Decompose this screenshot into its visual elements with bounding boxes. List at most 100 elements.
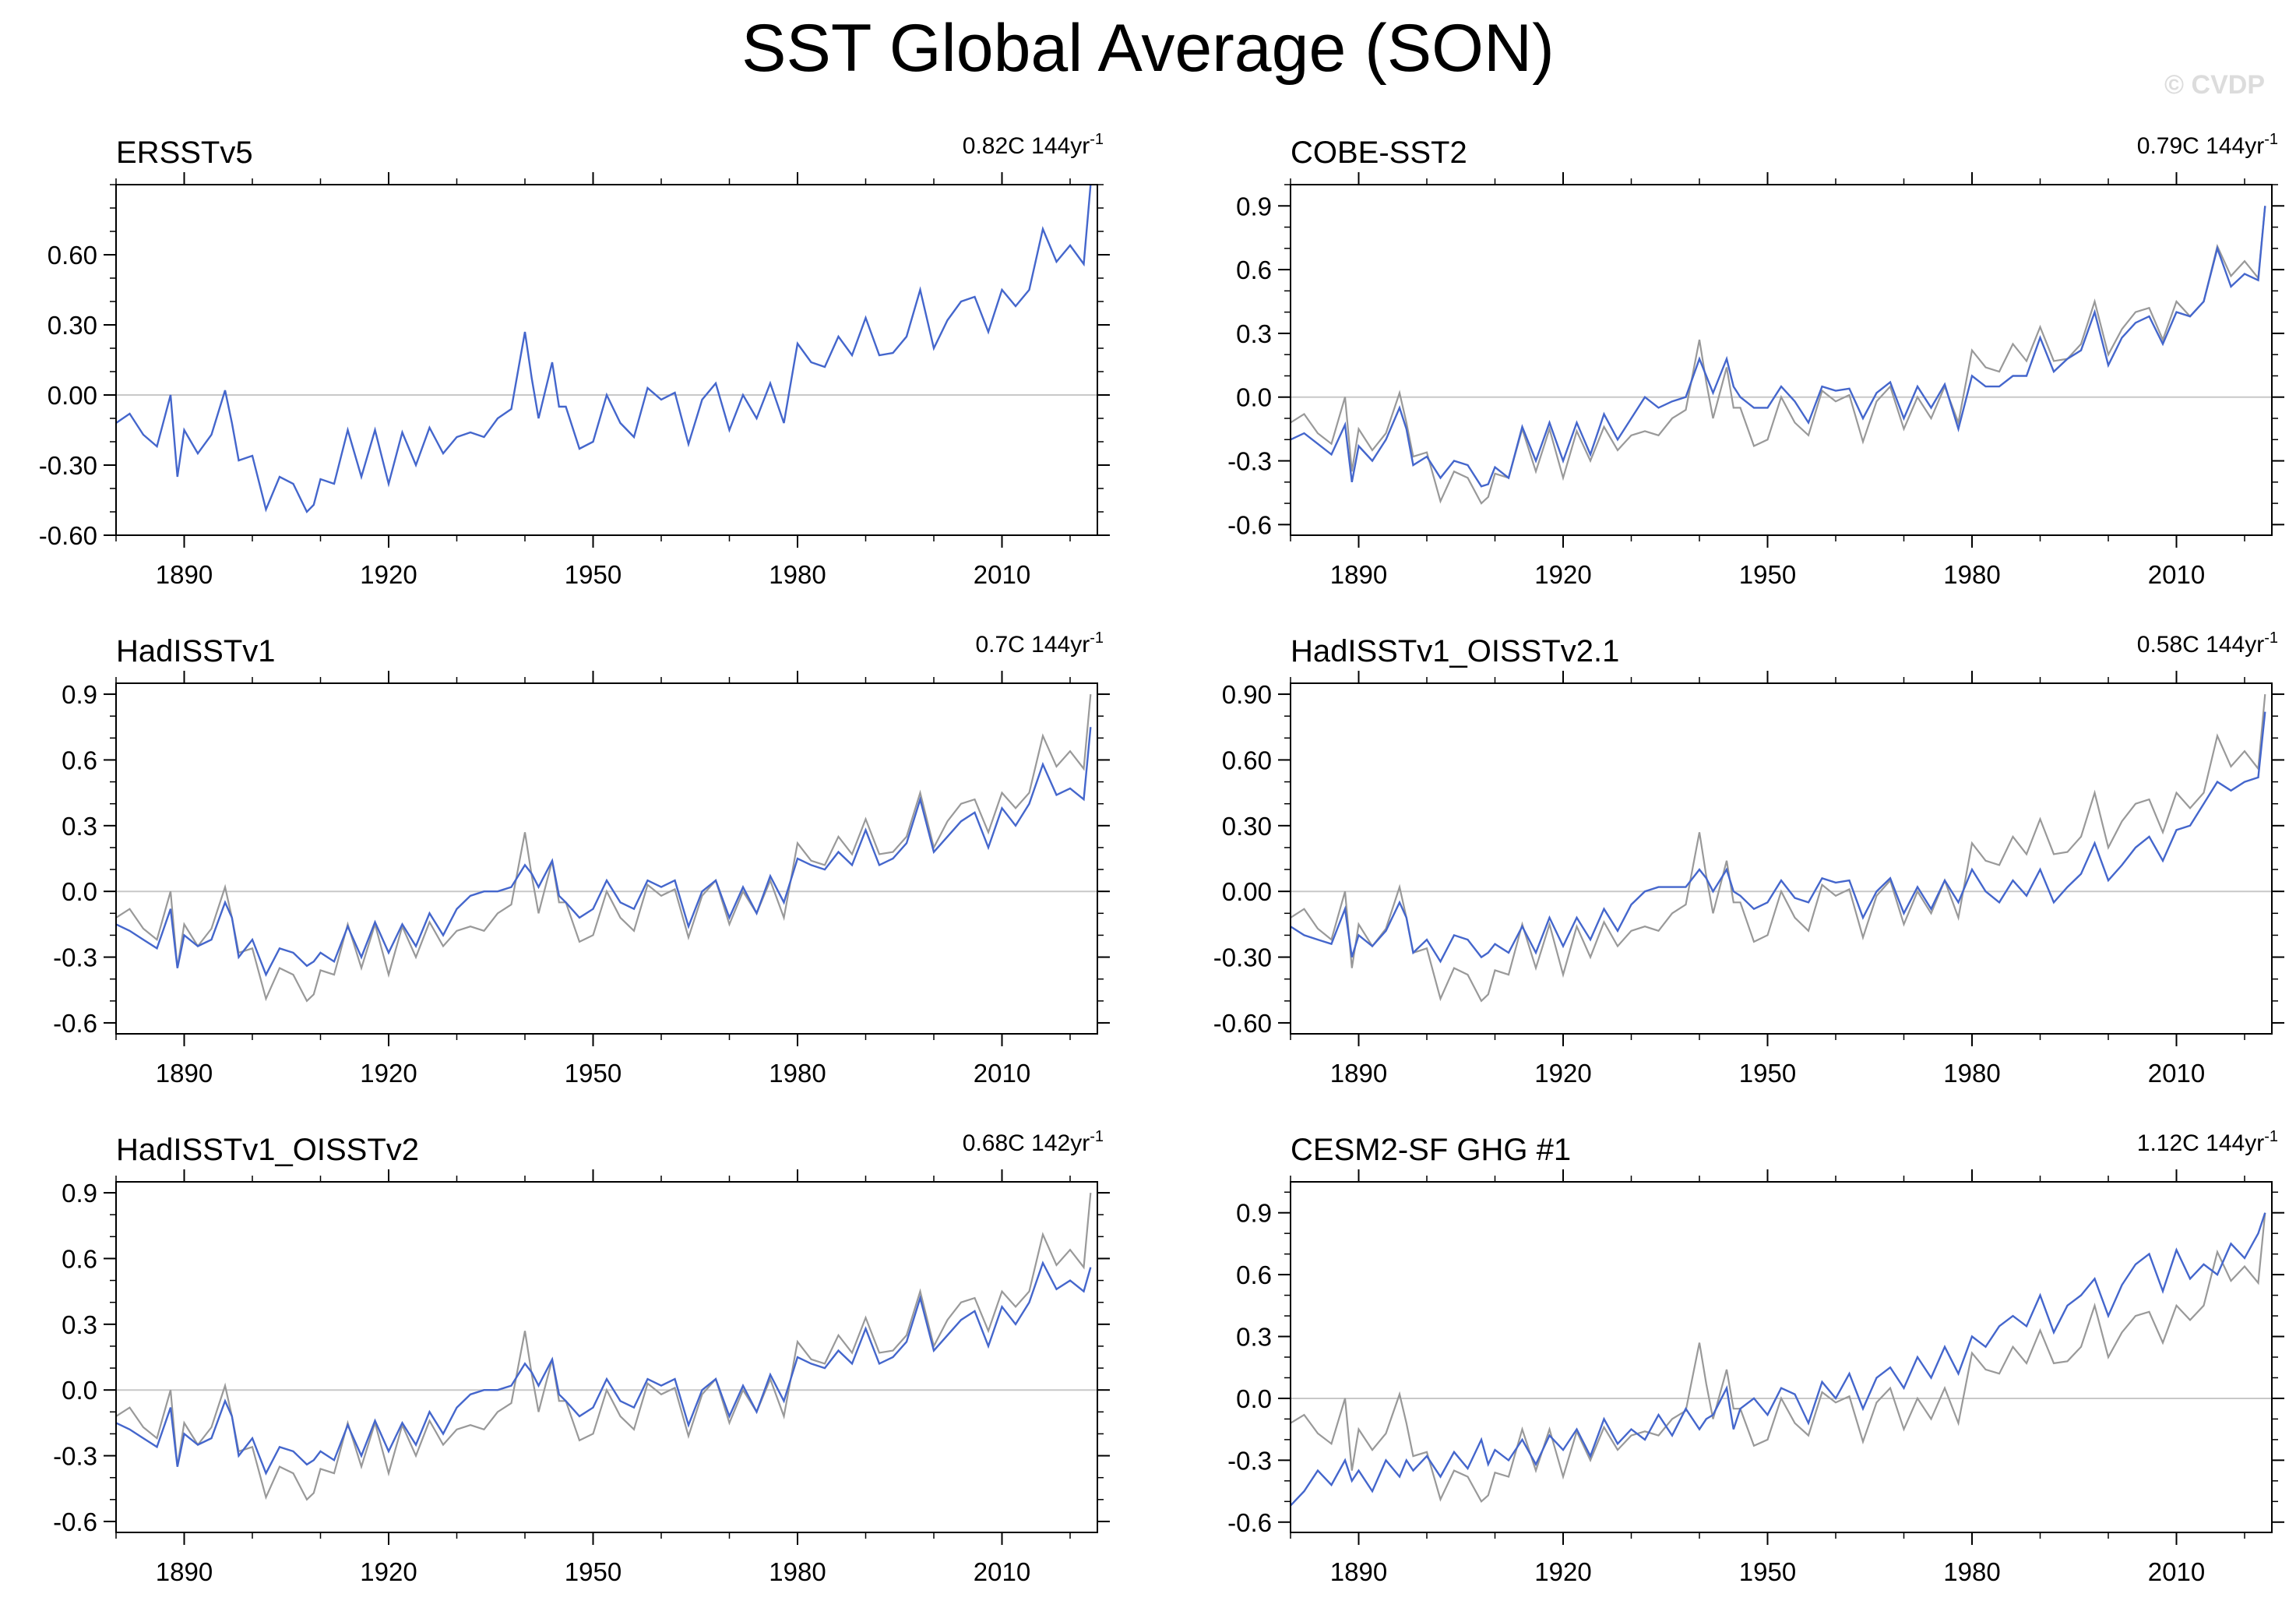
- data-series-line: [1290, 711, 2266, 964]
- y-tick-label: 0.60: [1222, 746, 1272, 774]
- x-tick-label: 1920: [1534, 1059, 1591, 1088]
- y-tick-label: 0.6: [1236, 1261, 1272, 1289]
- y-tick-label: 0.6: [62, 746, 97, 774]
- x-tick-label: 1980: [1943, 1557, 2000, 1586]
- panel-3: HadISSTv1 0.7C 144yr-1 -0.6 -0.3 0.0 0.3 0.6 0.…: [53, 629, 1110, 1088]
- panel-title: ERSSTv5: [116, 136, 253, 170]
- plot-frame: [1290, 1181, 2273, 1533]
- plot-frame: [115, 682, 1098, 1035]
- panel-title: COBE-SST2: [1291, 136, 1467, 170]
- panel-title: HadISSTv1: [116, 634, 276, 668]
- y-tick-label: -0.3: [53, 943, 97, 972]
- reference-series-line: [115, 1192, 1092, 1501]
- trend-unit-superscript: -1: [1090, 1128, 1104, 1145]
- y-tick-label: 0.3: [62, 1310, 97, 1339]
- trend-unit-superscript: -1: [2264, 131, 2278, 148]
- x-tick-label: 1920: [360, 1557, 417, 1586]
- trend-label: 0.68C 142yr-1: [963, 1128, 1104, 1156]
- trend-unit-superscript: -1: [1090, 131, 1104, 148]
- y-tick-label: 0.9: [62, 680, 97, 709]
- x-tick-label: 1920: [360, 560, 417, 589]
- x-tick-label: 1890: [156, 1059, 213, 1088]
- panel-2: COBE-SST2 0.79C 144yr-1 -0.6 -0.3 0.0 0.3 0.6 0…: [1227, 131, 2284, 589]
- y-tick-label: 0.0: [62, 877, 97, 906]
- panel-5: HadISSTv1_OISSTv2 0.68C 142yr-1 -0.6 -0.3 0.…: [53, 1128, 1110, 1586]
- data-series-line: [1290, 1212, 2266, 1507]
- page-title: SST Global Average (SON): [741, 11, 1555, 86]
- x-tick-label: 1950: [565, 1059, 622, 1088]
- trend-value: 0.58C 144yr: [2137, 632, 2264, 658]
- y-tick-label: 0.30: [48, 311, 97, 340]
- plot-frame: [1290, 682, 2273, 1035]
- y-tick-label: 0.00: [1222, 877, 1272, 906]
- y-tick-label: 0.60: [48, 241, 97, 270]
- y-tick-label: -0.6: [1227, 510, 1272, 539]
- x-tick-label: 1950: [1739, 1059, 1796, 1088]
- y-tick-label: -0.6: [53, 1009, 97, 1038]
- y-tick-label: -0.6: [53, 1507, 97, 1536]
- x-tick-label: 1980: [1943, 1059, 2000, 1088]
- x-tick-label: 1950: [1739, 1557, 1796, 1586]
- y-tick-label: 0.3: [1236, 1323, 1272, 1352]
- y-tick-label: 0.90: [1222, 680, 1272, 709]
- x-tick-label: 1950: [1739, 560, 1796, 589]
- x-tick-label: 1890: [1330, 560, 1387, 589]
- y-tick-label: 0.0: [1236, 1384, 1272, 1413]
- y-tick-label: -0.3: [53, 1442, 97, 1471]
- trend-value: 0.68C 142yr: [963, 1130, 1090, 1156]
- x-tick-label: 1980: [769, 560, 826, 589]
- x-tick-label: 1950: [565, 560, 622, 589]
- copyright-mark: © CVDP: [2164, 70, 2265, 100]
- reference-series-line: [115, 693, 1092, 1003]
- data-series-line: [115, 184, 1092, 514]
- trend-value: 0.7C 144yr: [975, 632, 1090, 658]
- x-tick-label: 2010: [2148, 560, 2205, 589]
- x-tick-label: 2010: [974, 560, 1030, 589]
- panel-4: HadISSTv1_OISSTv2.1 0.58C 144yr-1 -0.60 -0.…: [1213, 629, 2284, 1088]
- y-tick-label: -0.3: [1227, 447, 1272, 476]
- trend-unit-superscript: -1: [2264, 1128, 2278, 1145]
- y-tick-label: -0.60: [1213, 1009, 1272, 1038]
- reference-series-line: [1290, 206, 2266, 505]
- x-tick-label: 1890: [156, 1557, 213, 1586]
- reference-series-line: [1290, 1212, 2266, 1504]
- x-tick-label: 1980: [769, 1059, 826, 1088]
- panel-1: ERSSTv5 0.82C 144yr-1 -0.60 -0.30 0.00 0.30 0.…: [39, 131, 1110, 589]
- trend-label: 1.12C 144yr-1: [2137, 1128, 2278, 1156]
- plot-frame: [115, 184, 1098, 536]
- y-tick-label: -0.6: [1227, 1508, 1272, 1537]
- trend-label: 0.58C 144yr-1: [2137, 629, 2278, 658]
- x-tick-label: 1980: [1943, 560, 2000, 589]
- trend-label: 0.7C 144yr-1: [975, 629, 1104, 658]
- trend-label: 0.79C 144yr-1: [2137, 131, 2278, 159]
- trend-label: 0.82C 144yr-1: [963, 131, 1104, 159]
- x-tick-label: 1890: [1330, 1059, 1387, 1088]
- plot-frame: [1290, 184, 2273, 536]
- y-tick-label: -0.3: [1227, 1446, 1272, 1475]
- x-tick-label: 1920: [1534, 560, 1591, 589]
- y-tick-label: 0.3: [62, 812, 97, 841]
- x-tick-label: 2010: [2148, 1557, 2205, 1586]
- reference-series-line: [1290, 693, 2266, 1003]
- trend-value: 1.12C 144yr: [2137, 1130, 2264, 1156]
- x-tick-label: 1890: [156, 560, 213, 589]
- trend-value: 0.82C 144yr: [963, 133, 1090, 159]
- y-tick-label: 0.9: [1236, 1199, 1272, 1228]
- y-tick-label: 0.9: [62, 1179, 97, 1208]
- panel-6: CESM2-SF GHG #1 1.12C 144yr-1 -0.6 -0.3 0.0 0…: [1227, 1128, 2284, 1586]
- y-tick-label: 0.3: [1236, 319, 1272, 348]
- y-tick-label: 0.0: [62, 1376, 97, 1405]
- x-tick-label: 1980: [769, 1557, 826, 1586]
- panel-title: CESM2-SF GHG #1: [1291, 1133, 1571, 1167]
- x-tick-label: 2010: [974, 1059, 1030, 1088]
- plot-frame: [115, 1181, 1098, 1533]
- y-tick-label: 0.6: [1236, 256, 1272, 284]
- y-tick-label: -0.30: [1213, 943, 1272, 972]
- panel-title: HadISSTv1_OISSTv2.1: [1291, 634, 1619, 668]
- x-tick-label: 2010: [2148, 1059, 2205, 1088]
- data-series-line: [115, 1261, 1092, 1476]
- x-tick-label: 1920: [1534, 1557, 1591, 1586]
- trend-unit-superscript: -1: [2264, 629, 2278, 647]
- y-tick-label: 0.9: [1236, 192, 1272, 220]
